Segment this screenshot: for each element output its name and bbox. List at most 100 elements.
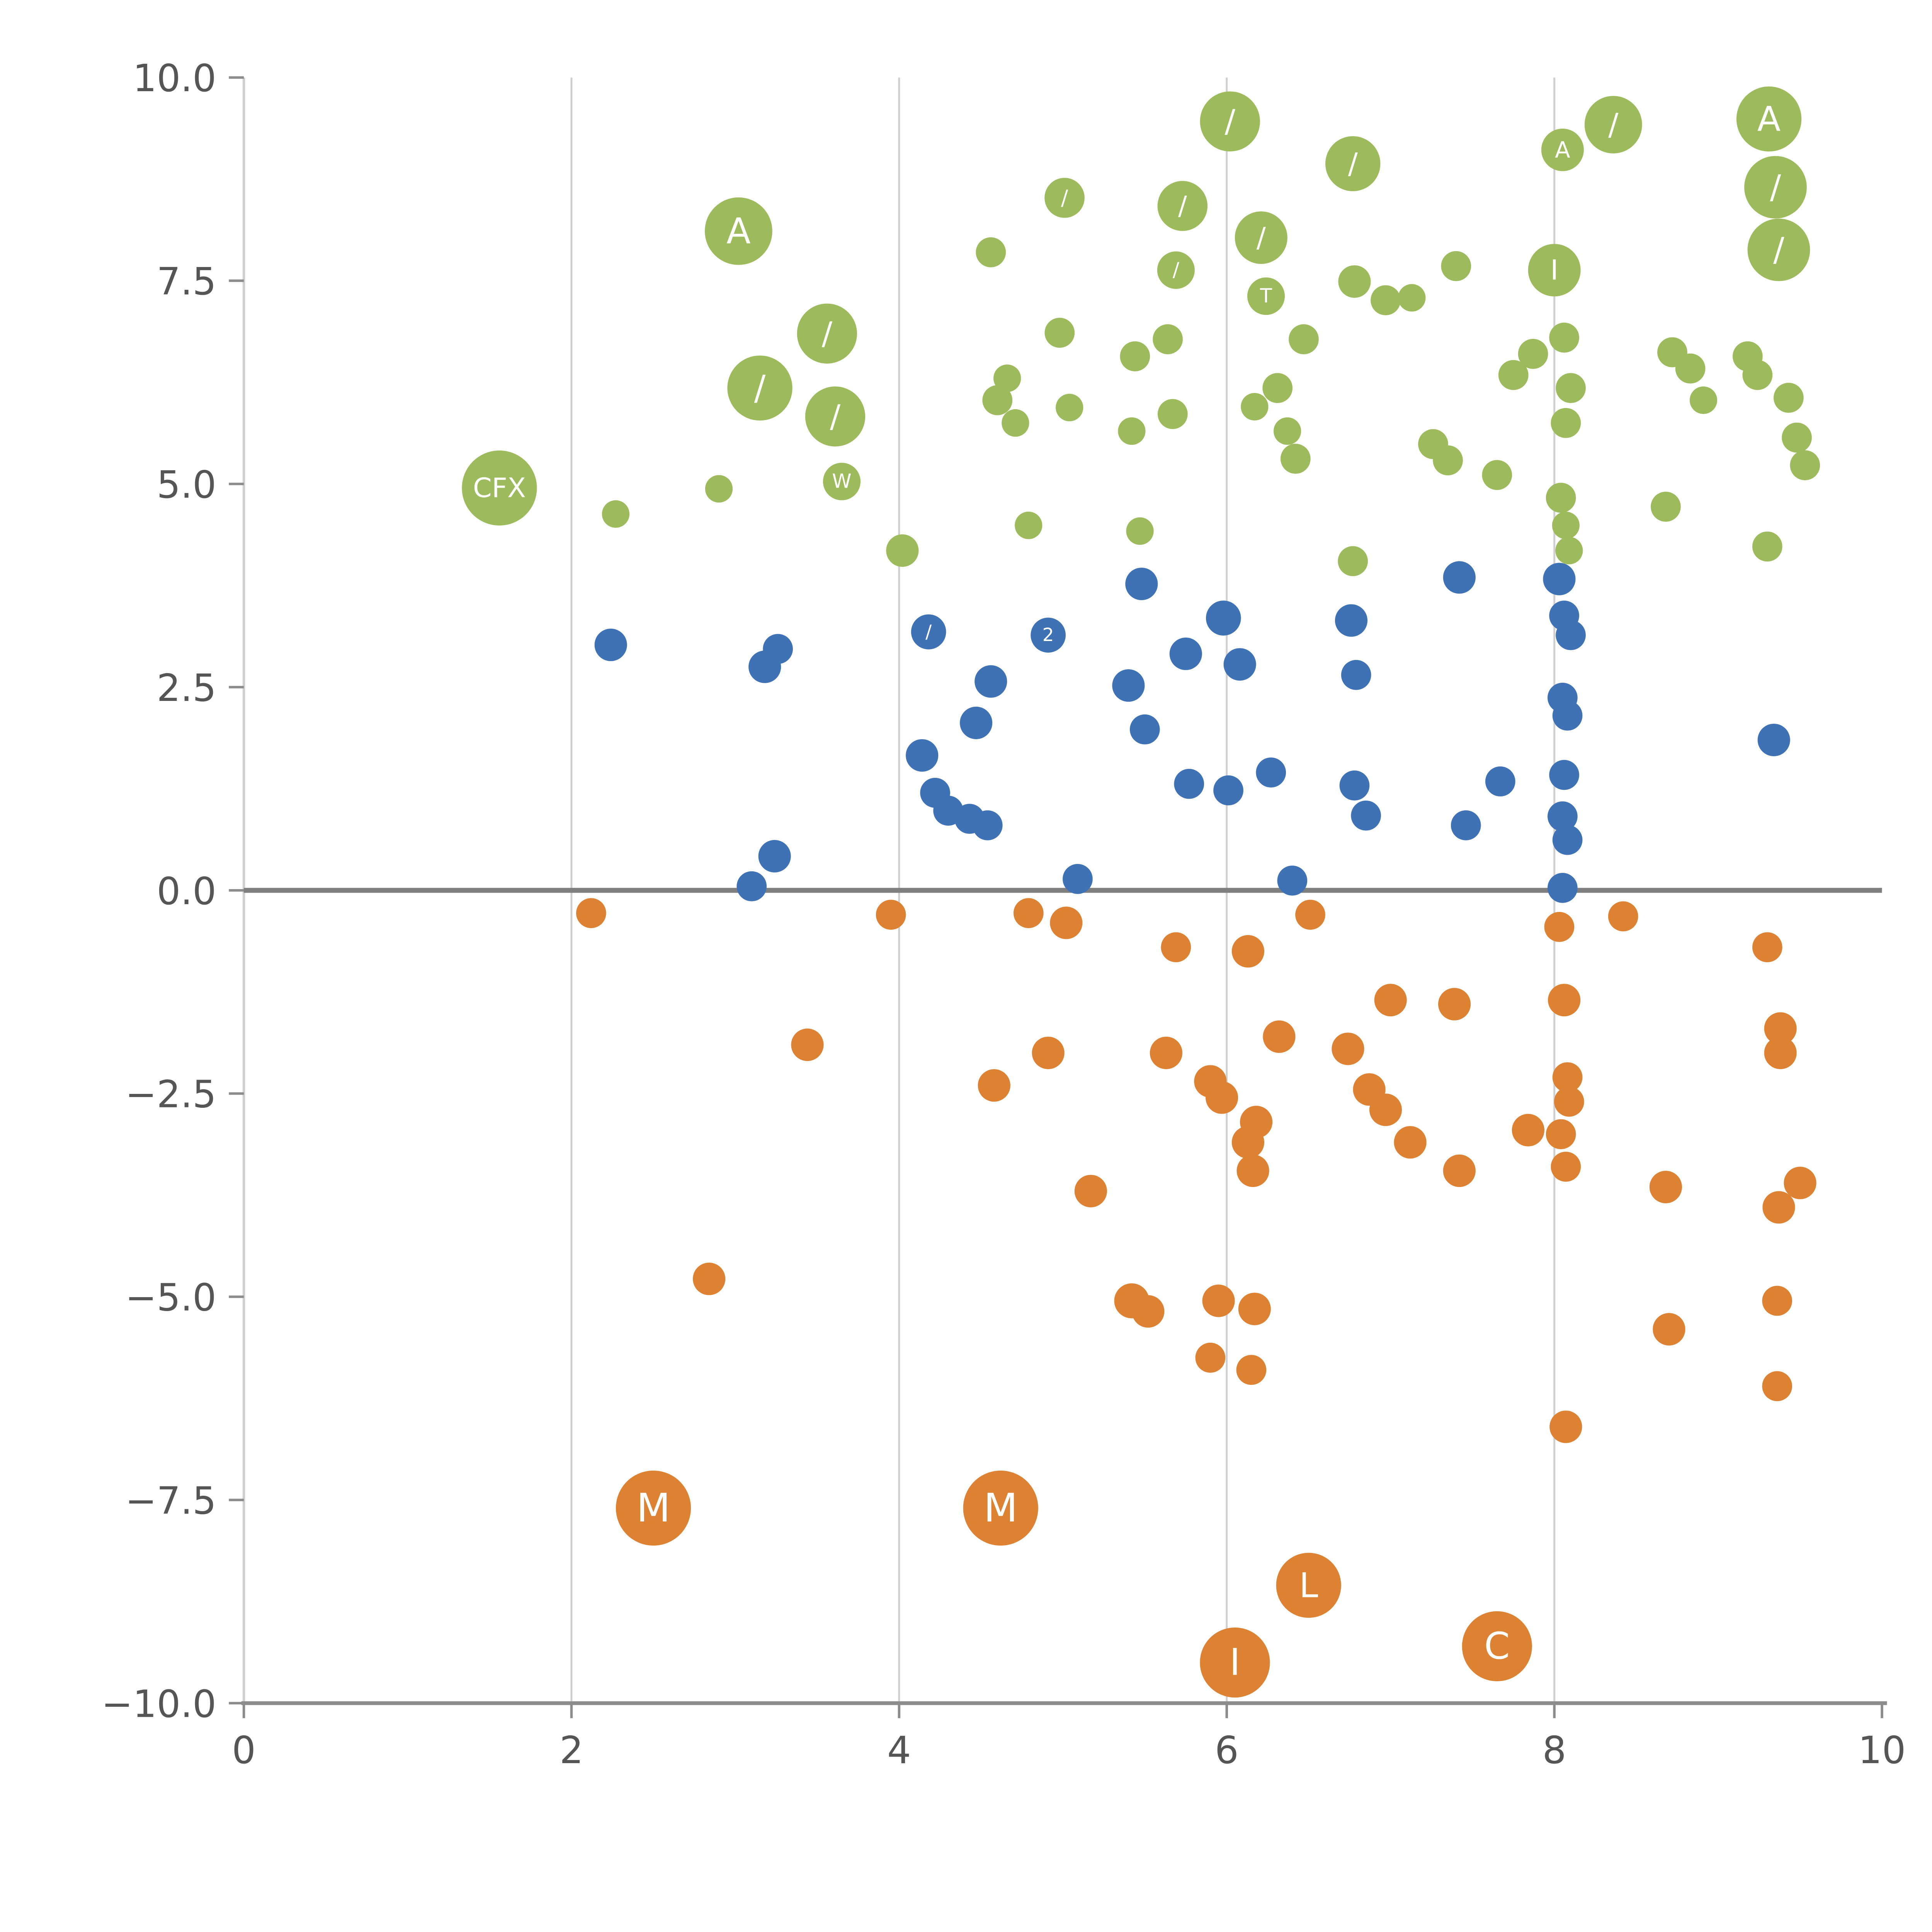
- scatter-point: [616, 1470, 691, 1546]
- scatter-point: [963, 1470, 1038, 1546]
- scatter-point: [975, 665, 1007, 698]
- scatter-point: [1044, 318, 1075, 348]
- scatter-point: [602, 500, 630, 528]
- scatter-point: [1546, 1119, 1576, 1150]
- bubble-label: /: [1348, 147, 1358, 180]
- bubble-labels: CFX A / / / W / / / / / T / I A / A / / / 2 M M L I C: [473, 99, 1784, 1684]
- y-tick-label: 10.0: [133, 56, 216, 100]
- bubble-label: A: [1555, 137, 1570, 163]
- x-tick-label: 8: [1543, 1728, 1566, 1772]
- x-tick-label: 2: [560, 1728, 583, 1772]
- scatter-point: [1543, 563, 1576, 595]
- bubble-label: /: [822, 315, 833, 352]
- bubble-label: /: [1225, 103, 1235, 140]
- scatter-point: [1161, 932, 1191, 963]
- scatter-point: [1548, 984, 1581, 1017]
- bubble-label: /: [754, 368, 766, 408]
- scatter-point: [1675, 353, 1706, 384]
- scatter-point: [1002, 409, 1029, 437]
- scatter-point: [1552, 825, 1583, 855]
- scatter-point: [705, 197, 772, 265]
- scatter-point: [1013, 898, 1044, 928]
- scatter-point: [1552, 512, 1580, 539]
- scatter-point: [1762, 1286, 1793, 1316]
- scatter-point: [1206, 600, 1241, 636]
- scatter-point: [1213, 775, 1243, 806]
- scatter-point: [1339, 770, 1370, 801]
- scatter-point: [1157, 251, 1195, 289]
- scatter-point: [1784, 1167, 1816, 1199]
- bubble-label: M: [984, 1485, 1018, 1531]
- scatter-point: [1541, 128, 1584, 171]
- scatter-point: [763, 634, 793, 664]
- scatter-point: [1200, 1627, 1270, 1698]
- scatter-point: [1235, 211, 1287, 264]
- x-tick-label: 6: [1215, 1728, 1239, 1772]
- scatter-point: [1764, 1012, 1797, 1045]
- scatter-point: [1150, 1036, 1182, 1069]
- bubble-label: /: [830, 398, 841, 435]
- scatter-point: [1118, 417, 1146, 445]
- scatter-point: [1790, 450, 1820, 480]
- scatter-point: [993, 364, 1021, 392]
- scatter-point: [1276, 1553, 1341, 1618]
- scatter-point: [1050, 906, 1083, 939]
- y-tick-label: −10.0: [101, 1682, 216, 1726]
- scatter-point: [1238, 1293, 1271, 1325]
- scatter-point: [1240, 1105, 1273, 1138]
- bubble-label: M: [636, 1485, 670, 1531]
- scatter-point: [1549, 760, 1579, 790]
- scatter-point: [1548, 873, 1578, 903]
- scatter-point: [1752, 932, 1782, 963]
- scatter-point: [1289, 324, 1319, 354]
- scatter-point: [758, 840, 791, 872]
- scatter-point: [705, 475, 733, 503]
- scatter-point: [1498, 360, 1529, 390]
- scatter-point: [1371, 285, 1401, 315]
- bubble-label: /: [1173, 259, 1180, 282]
- bubble-label: /: [1061, 185, 1068, 210]
- scatter-point: [1762, 1191, 1795, 1224]
- bubble-label: I: [1230, 1641, 1240, 1684]
- y-tick-label: −7.5: [125, 1479, 216, 1522]
- bubble-label: /: [1770, 168, 1781, 206]
- bubble-label: CFX: [473, 472, 526, 503]
- scatter-point: [906, 739, 939, 772]
- points-layer: [462, 86, 1820, 1698]
- scatter-point: [1335, 604, 1368, 637]
- scatter-point: [1295, 900, 1325, 930]
- scatter-point: [911, 614, 946, 650]
- scatter-point: [1551, 408, 1581, 438]
- scatter-point: [693, 1262, 726, 1295]
- scatter-point: [1433, 445, 1463, 476]
- scatter-point: [1120, 341, 1150, 372]
- bubble-label: I: [1550, 254, 1558, 286]
- scatter-point: [1280, 444, 1311, 474]
- scatter-point: [1374, 984, 1407, 1017]
- scatter-point: [1202, 1284, 1235, 1317]
- scatter-point: [886, 534, 919, 567]
- scatter-point: [1332, 1032, 1364, 1065]
- bubble-label: A: [1757, 99, 1781, 139]
- scatter-point: [1126, 517, 1154, 545]
- scatter-point: [876, 900, 906, 930]
- bubble-label: /: [1608, 107, 1619, 142]
- scatter-point: [1351, 800, 1381, 831]
- scatter-point: [1762, 1371, 1793, 1401]
- scatter-point: [1129, 714, 1160, 745]
- scatter-point: [1556, 620, 1586, 650]
- scatter-point: [1338, 546, 1368, 577]
- scatter-point: [1649, 1170, 1682, 1204]
- scatter-point: [1782, 422, 1812, 453]
- bubble-label: C: [1484, 1625, 1510, 1668]
- scatter-point: [1398, 284, 1426, 312]
- scatter-point: [1544, 912, 1575, 942]
- scatter-point: [1482, 460, 1512, 490]
- x-tick-label: 10: [1858, 1728, 1906, 1772]
- scatter-point: [1263, 1020, 1296, 1053]
- scatter-point: [1031, 617, 1066, 653]
- scatter-point: [1231, 935, 1264, 968]
- y-tick-label: 5.0: [156, 463, 216, 507]
- scatter-point: [1205, 1081, 1238, 1114]
